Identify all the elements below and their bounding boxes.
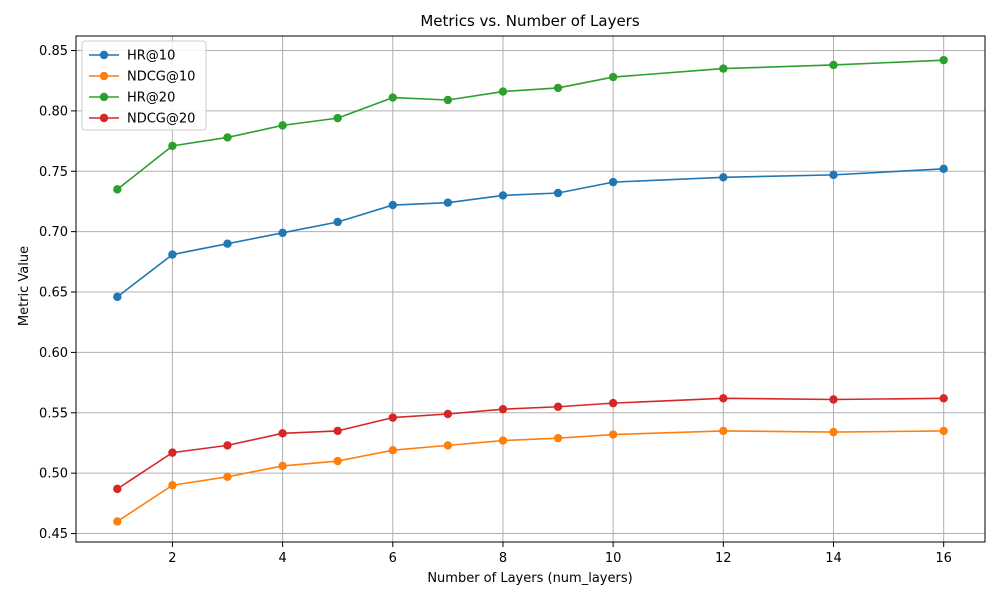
data-point-ndcg-10: [278, 461, 287, 471]
data-point-ndcg-20: [498, 404, 508, 414]
data-point-ndcg-10: [498, 436, 508, 445]
data-point-hr-10: [443, 198, 453, 207]
x-tick-label: 16: [935, 551, 952, 566]
data-point-hr-20: [498, 87, 508, 96]
data-point-hr-10: [829, 170, 838, 180]
y-tick-label: 0.50: [39, 467, 68, 482]
legend-item-hr-10: HR@10: [89, 49, 175, 64]
data-point-ndcg-10: [443, 441, 453, 450]
x-tick-label: 4: [278, 551, 286, 566]
data-point-hr-10: [278, 228, 287, 238]
plot-frame: [75, 35, 986, 543]
data-point-hr-10: [223, 239, 232, 248]
legend-swatch-marker: [99, 113, 109, 123]
legend-label: NDCG@20: [127, 112, 195, 127]
y-tick-label: 0.60: [39, 346, 68, 361]
chart-title: Metrics vs. Number of Layers: [420, 12, 640, 30]
data-point-ndcg-10: [223, 472, 232, 481]
data-point-ndcg-20: [223, 441, 232, 450]
series-hr-10: [113, 164, 948, 302]
data-point-hr-20: [719, 64, 728, 73]
data-point-hr-20: [608, 72, 618, 82]
y-tick-label: 0.65: [39, 286, 68, 301]
data-point-ndcg-20: [388, 413, 397, 422]
x-tick-label: 12: [715, 551, 732, 566]
data-point-ndcg-20: [719, 394, 728, 403]
legend-label: HR@10: [127, 49, 175, 64]
x-tick-label: 8: [499, 551, 507, 566]
x-tick-label: 10: [605, 551, 622, 566]
data-point-hr-20: [333, 113, 342, 123]
data-point-ndcg-20: [829, 395, 838, 404]
y-tick-label: 0.85: [39, 44, 68, 59]
data-point-ndcg-10: [388, 446, 397, 455]
legend-item-ndcg-20: NDCG@20: [89, 112, 195, 127]
data-point-hr-20: [939, 55, 948, 65]
y-tick-label: 0.55: [39, 406, 68, 421]
data-point-hr-20: [553, 83, 563, 93]
data-point-ndcg-10: [608, 430, 618, 439]
data-point-hr-10: [608, 177, 618, 187]
data-point-ndcg-10: [719, 426, 728, 436]
data-point-hr-10: [553, 188, 563, 198]
y-axis-ticks: 0.45 0.50 0.55 0.60 0.65 0.70 0.75 0.80 0.85: [39, 44, 76, 542]
data-point-hr-20: [168, 141, 177, 151]
data-point-hr-10: [498, 191, 508, 200]
data-point-ndcg-20: [608, 398, 618, 408]
series-hr-20: [113, 55, 948, 194]
x-axis-label: Number of Layers (num_layers): [427, 571, 632, 586]
y-tick-label: 0.70: [39, 225, 68, 240]
legend-box: [81, 40, 207, 131]
legend: HR@10 NDCG@10 HR@20 NDCG@20: [81, 40, 207, 131]
data-point-ndcg-10: [168, 481, 177, 490]
data-point-ndcg-10: [113, 517, 122, 526]
data-point-hr-10: [113, 292, 122, 302]
data-point-hr-10: [333, 217, 342, 227]
data-point-ndcg-20: [443, 409, 453, 419]
data-point-ndcg-20: [553, 402, 563, 411]
data-point-hr-20: [278, 121, 287, 130]
legend-label: NDCG@10: [127, 70, 195, 85]
y-tick-label: 0.75: [39, 165, 68, 180]
data-point-hr-20: [829, 60, 838, 70]
data-point-hr-10: [939, 164, 948, 174]
data-point-ndcg-10: [553, 433, 563, 443]
data-point-hr-20: [113, 185, 122, 194]
data-point-ndcg-20: [333, 426, 342, 436]
data-point-ndcg-10: [939, 426, 948, 436]
data-point-hr-20: [223, 133, 232, 142]
x-tick-label: 2: [168, 551, 176, 566]
data-point-hr-20: [443, 95, 453, 105]
y-axis-label: Metric Value: [17, 246, 32, 326]
data-point-hr-10: [168, 250, 177, 259]
x-axis-ticks: 2 4 6 8 10 12 14 16: [168, 542, 952, 566]
data-point-hr-20: [388, 93, 397, 102]
data-point-ndcg-10: [333, 456, 342, 466]
y-tick-label: 0.45: [39, 527, 68, 542]
legend-swatch-marker: [99, 92, 109, 102]
data-point-hr-10: [388, 200, 397, 210]
data-point-ndcg-10: [829, 427, 838, 437]
data-point-ndcg-20: [939, 394, 948, 403]
series-ndcg-10: [113, 426, 948, 526]
x-tick-label: 6: [389, 551, 397, 566]
y-tick-label: 0.80: [39, 104, 68, 119]
x-tick-label: 14: [825, 551, 842, 566]
legend-swatch-marker: [99, 50, 109, 60]
series-ndcg-20: [113, 394, 948, 494]
data-point-ndcg-20: [168, 448, 177, 457]
legend-swatch-marker: [99, 71, 109, 81]
grid: [76, 36, 985, 542]
data-point-ndcg-20: [113, 484, 122, 494]
legend-item-hr-20: HR@20: [89, 91, 175, 106]
legend-label: HR@20: [127, 91, 175, 106]
data-point-ndcg-20: [278, 429, 287, 438]
data-point-hr-10: [719, 173, 728, 182]
series-lines: [113, 55, 948, 526]
legend-item-ndcg-10: NDCG@10: [89, 70, 195, 85]
